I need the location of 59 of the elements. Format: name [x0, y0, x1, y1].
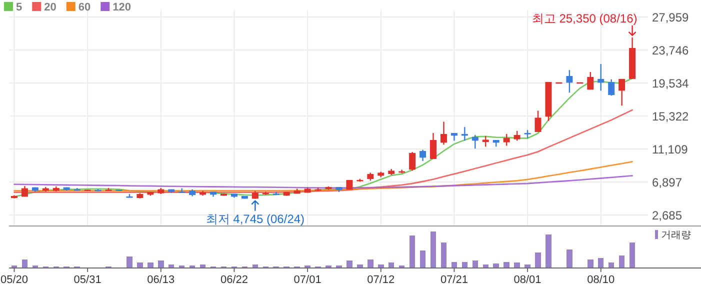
x-tick-label: 08/01 — [514, 274, 542, 286]
annotation: 최고 25,350 (08/16) — [532, 11, 638, 26]
bar — [22, 260, 28, 268]
x-tick-label: 07/12 — [367, 274, 395, 286]
bar — [440, 242, 447, 268]
bar — [588, 260, 594, 268]
bar — [546, 234, 552, 268]
bar — [629, 242, 636, 268]
y-tick-label: 6,897 — [652, 175, 682, 190]
x-tick-label: 07/01 — [294, 274, 322, 286]
y-tick-label: 19,534 — [652, 76, 690, 90]
candlestick — [472, 134, 478, 150]
bar — [368, 260, 374, 268]
candlestick — [534, 110, 542, 133]
x-tick-label: 05/20 — [0, 274, 28, 286]
bar — [618, 256, 625, 268]
bar — [566, 249, 572, 268]
line-series — [14, 175, 633, 189]
legend-label: 20 — [44, 2, 56, 14]
candlestick — [587, 71, 594, 90]
candlestick — [608, 78, 615, 96]
x-tick-label: 06/22 — [220, 274, 248, 286]
bar — [598, 258, 604, 268]
candlestick — [440, 121, 447, 146]
y-tick-label: 11,109 — [652, 142, 688, 156]
legend-label: 120 — [112, 2, 131, 14]
candlestick — [503, 133, 510, 146]
x-tick-label: 06/13 — [147, 274, 175, 286]
y-tick-label: 15,322 — [652, 109, 690, 124]
bar — [126, 256, 132, 268]
candlestick — [430, 132, 436, 160]
bar — [409, 235, 416, 268]
bar — [158, 260, 164, 268]
bar — [148, 262, 154, 268]
candlestick — [482, 135, 489, 148]
candlestick — [618, 78, 626, 106]
bar — [137, 262, 143, 268]
legend-label: 5 — [16, 2, 22, 14]
bar — [514, 262, 520, 268]
candlestick — [566, 69, 573, 94]
bar — [430, 231, 436, 268]
bar — [535, 252, 541, 268]
bar — [493, 264, 499, 268]
legend-label: 거래량 — [661, 230, 691, 241]
candlestick — [598, 63, 604, 92]
candlestick — [514, 130, 520, 142]
legend-label: 60 — [78, 2, 91, 14]
x-tick-label: 07/21 — [440, 274, 468, 286]
candlestick — [420, 149, 426, 162]
bar — [504, 262, 510, 268]
x-tick-label: 05/31 — [74, 274, 102, 286]
x-tick-label: 08/10 — [587, 274, 615, 286]
bar — [420, 250, 426, 268]
bar — [346, 260, 352, 268]
y-tick-label: 23,746 — [652, 43, 690, 58]
y-tick-label: 2,685 — [652, 208, 682, 222]
y-tick-label: 27,959 — [652, 10, 690, 24]
candlestick — [409, 151, 416, 172]
annotation: 최저 4,745 (06/24) — [206, 212, 305, 226]
